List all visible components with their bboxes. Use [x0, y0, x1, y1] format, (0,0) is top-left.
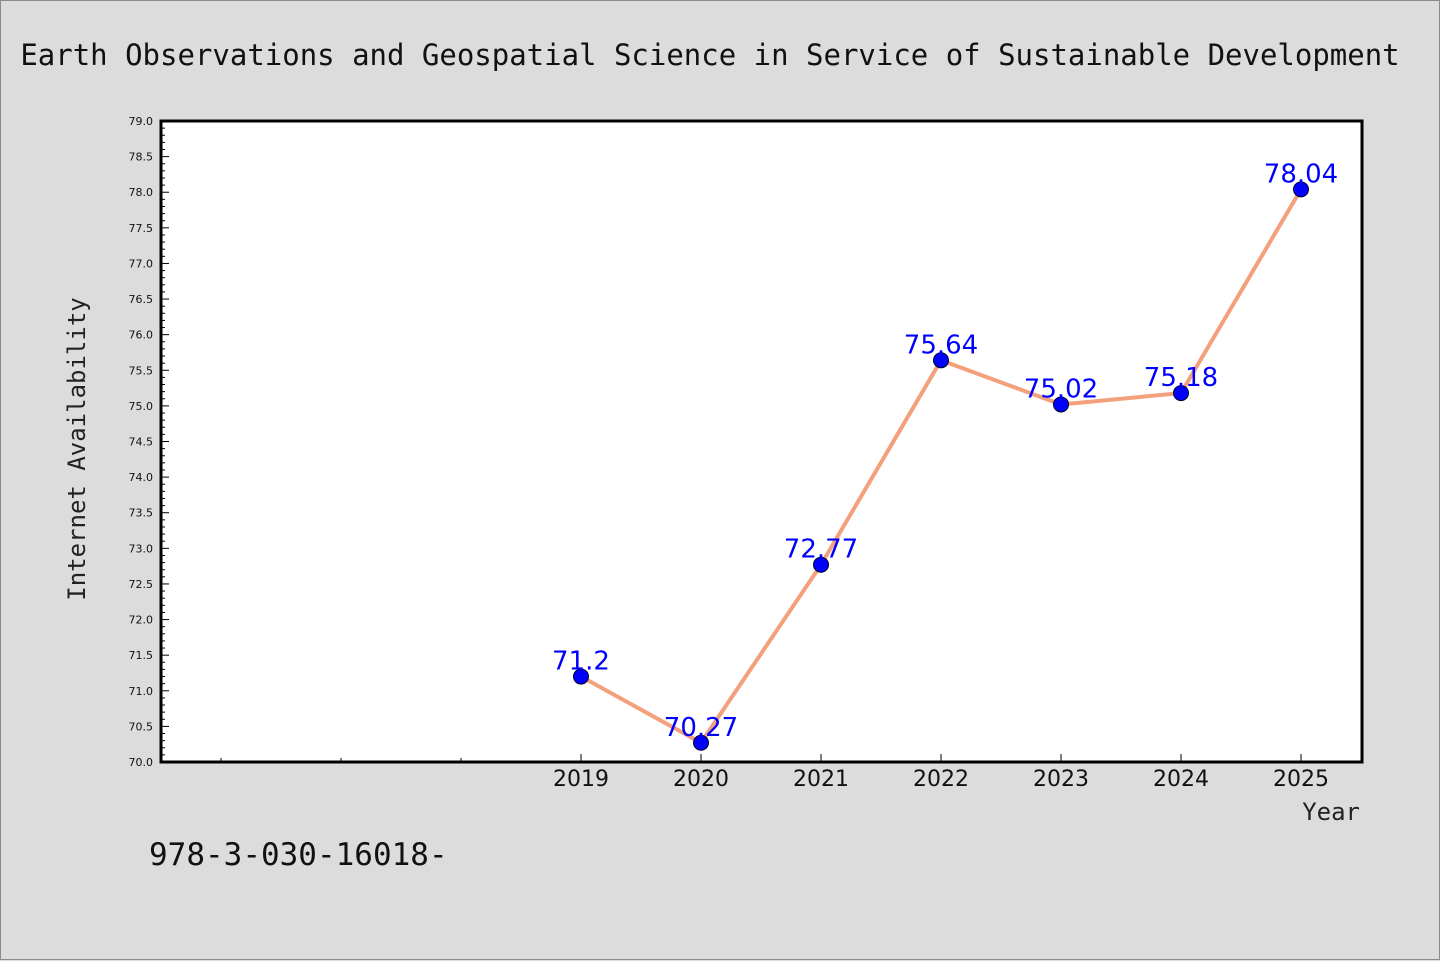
y-tick-label: 76.5: [129, 293, 154, 306]
y-tick-label: 76.0: [129, 329, 154, 342]
x-tick-label: 2020: [673, 767, 729, 792]
y-tick-label: 79.0: [129, 115, 154, 128]
series-group: 71.2 70.27 72.77 75.64 75.02 75.18 78.04: [552, 159, 1338, 751]
data-label: 75.02: [1024, 374, 1098, 404]
data-label: 75.64: [904, 330, 978, 360]
x-tick-label: 2025: [1273, 767, 1329, 792]
x-axis: 2019 2020 2021 2022 2023 2024 2025: [220, 754, 1329, 792]
data-point: [813, 556, 829, 573]
y-tick-label: 70.0: [129, 756, 154, 769]
y-tick-label: 71.5: [129, 649, 154, 662]
y-tick-label: 78.5: [129, 151, 154, 164]
x-tick-label: 2024: [1153, 767, 1209, 792]
data-point: [693, 734, 709, 751]
x-tick-label: 2022: [913, 767, 969, 792]
data-label: 78.04: [1264, 159, 1338, 189]
y-tick-label: 77.5: [129, 222, 154, 235]
y-axis: 70.0 70.5 71.0 71.5 72.0 72.5 73.0 73.5 74.0 74.5…: [129, 115, 169, 769]
y-tick-label: 75.5: [129, 364, 154, 377]
y-tick-label: 74.0: [129, 471, 154, 484]
chart-title: Earth Observations and Geospatial Scienc…: [20, 38, 1399, 72]
y-tick-label: 78.0: [129, 186, 154, 199]
y-tick-label: 77.0: [129, 257, 154, 270]
y-tick-label: 72.0: [129, 614, 154, 627]
y-tick-label: 73.5: [129, 507, 154, 520]
data-point: [573, 668, 589, 685]
x-tick-label: 2023: [1033, 767, 1089, 792]
y-tick-label: 75.0: [129, 400, 154, 413]
y-tick-label: 73.0: [129, 542, 154, 555]
y-axis-label: Internet Availability: [63, 297, 91, 600]
data-label: 71.2: [552, 647, 610, 677]
data-label: 70.27: [664, 713, 738, 743]
data-point: [1053, 396, 1069, 413]
data-label: 75.18: [1144, 363, 1218, 393]
y-tick-label: 74.5: [129, 436, 154, 449]
x-tick-label: 2021: [793, 767, 849, 792]
plot-area: [159, 119, 1364, 764]
data-point: [1293, 181, 1309, 198]
data-point: [1173, 385, 1189, 402]
data-point: [933, 352, 949, 369]
y-tick-label: 70.5: [129, 720, 154, 733]
footnote-text: 978-3-030-16018-: [149, 837, 448, 873]
y-tick-label: 71.0: [129, 685, 154, 698]
data-label: 72.77: [784, 535, 858, 565]
x-tick-label: 2019: [553, 767, 609, 792]
x-axis-label: Year: [1302, 798, 1360, 826]
y-tick-label: 72.5: [129, 578, 154, 591]
